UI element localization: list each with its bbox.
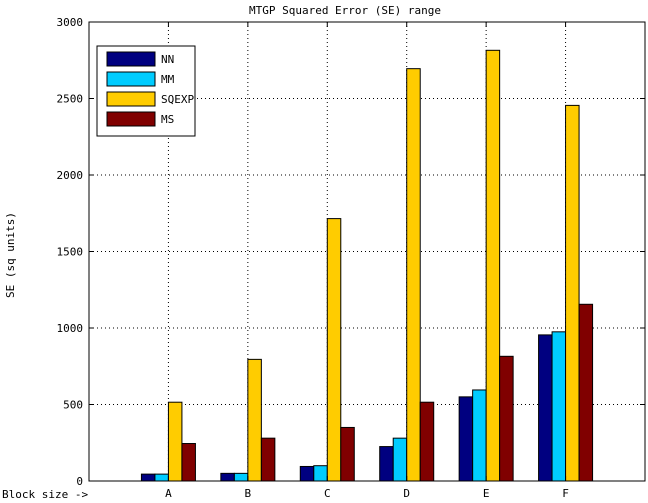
legend-swatch-ms bbox=[106, 111, 156, 127]
legend-swatch-mm bbox=[106, 71, 156, 87]
chart-title: MTGP Squared Error (SE) range bbox=[249, 4, 441, 17]
x-tick-label: D bbox=[403, 487, 410, 500]
bars bbox=[140, 49, 594, 482]
bar-mm-f bbox=[551, 331, 567, 482]
bar-nn-d bbox=[379, 446, 394, 482]
legend-label-ms: MS bbox=[161, 113, 174, 126]
bar-sqexp-d bbox=[406, 68, 421, 482]
x-tick-label: B bbox=[245, 487, 252, 500]
y-tick-label: 2500 bbox=[57, 93, 84, 106]
bar-ms-a bbox=[181, 443, 196, 482]
legend-label-nn: NN bbox=[161, 53, 174, 66]
bar-mm-d bbox=[392, 437, 408, 482]
y-tick-label: 1500 bbox=[57, 246, 84, 259]
y-tick-label: 500 bbox=[63, 399, 83, 412]
x-tick-label: A bbox=[165, 487, 172, 500]
bar-nn-b bbox=[220, 472, 235, 482]
x-prefix-label: Block size -> bbox=[2, 488, 88, 501]
bar-sqexp-c bbox=[326, 218, 342, 482]
y-axis: 0 500 1000 1500 2000 2500 3000 bbox=[57, 16, 645, 488]
bar-mm-b bbox=[233, 472, 249, 482]
legend-label-sqexp: SQEXP bbox=[161, 93, 194, 106]
x-tick-label: C bbox=[324, 487, 331, 500]
legend-swatch-sqexp bbox=[106, 91, 156, 107]
bar-sqexp-e bbox=[485, 49, 501, 482]
y-tick-label: 1000 bbox=[57, 322, 84, 335]
y-tick-label: 2000 bbox=[57, 169, 84, 182]
bar-mm-c bbox=[313, 465, 328, 482]
y-tick-label: 0 bbox=[76, 475, 83, 488]
bar-sqexp-f bbox=[565, 104, 580, 482]
bar-ms-c bbox=[340, 426, 355, 482]
bar-nn-c bbox=[299, 465, 315, 482]
bar-ms-b bbox=[260, 437, 276, 482]
bar-ms-f bbox=[578, 303, 594, 482]
bar-nn-a bbox=[140, 473, 156, 482]
legend: NN MM SQEXP MS bbox=[96, 45, 196, 137]
bar-nn-f bbox=[538, 334, 553, 482]
bar-nn-e bbox=[458, 396, 474, 482]
bar-ms-d bbox=[419, 401, 435, 482]
legend-swatch-nn bbox=[106, 51, 156, 67]
bar-ms-e bbox=[499, 355, 514, 482]
legend-label-mm: MM bbox=[161, 73, 175, 86]
y-axis-label: SE (sq units) bbox=[4, 212, 17, 298]
y-tick-label: 3000 bbox=[57, 16, 84, 29]
x-tick-label: F bbox=[562, 487, 569, 500]
bar-mm-e bbox=[472, 389, 487, 482]
x-axis: A B C D E F bbox=[165, 22, 569, 500]
bar-mm-a bbox=[154, 473, 169, 482]
bar-sqexp-b bbox=[247, 358, 262, 482]
x-tick-label: E bbox=[483, 487, 490, 500]
bar-sqexp-a bbox=[167, 401, 183, 482]
